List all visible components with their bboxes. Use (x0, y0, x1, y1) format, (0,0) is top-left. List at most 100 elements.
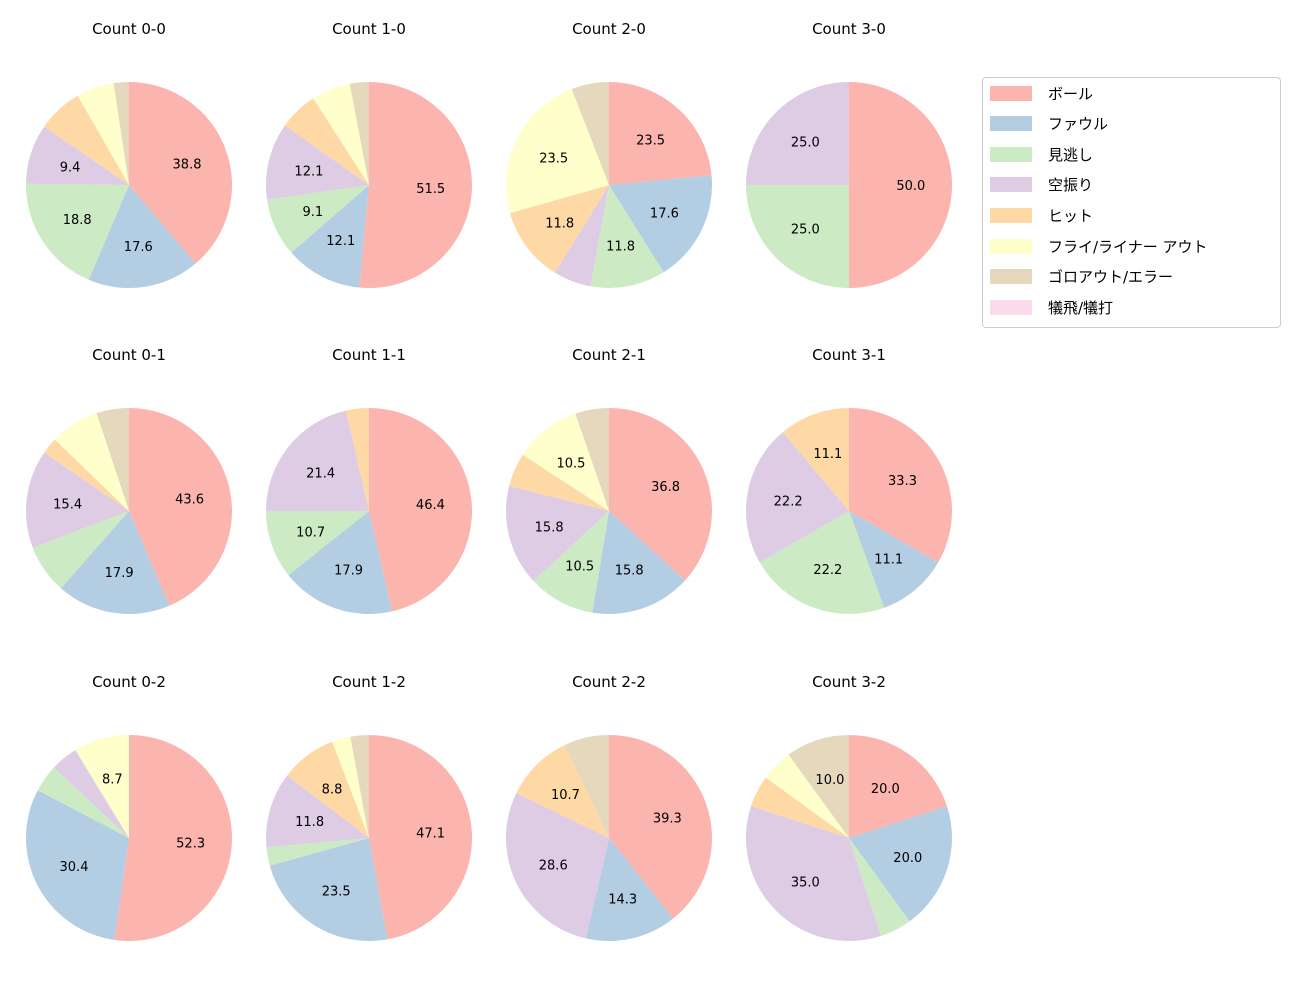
legend-item: 犠飛/犠打 (990, 297, 1113, 317)
pie-slice (265, 775, 369, 848)
slice-label: 23.5 (636, 133, 665, 148)
pie-slice (269, 838, 388, 942)
pie-slice (129, 408, 232, 606)
pie-slice (746, 82, 849, 185)
slice-label: 15.4 (53, 498, 82, 513)
slice-label: 43.6 (175, 493, 204, 508)
pie-slice (849, 838, 910, 936)
pie-title: Count 2-1 (572, 346, 646, 364)
pie-slice (505, 792, 609, 939)
legend-swatch (990, 299, 1032, 315)
slice-label: 20.0 (871, 782, 900, 797)
pie-title: Count 0-1 (92, 346, 166, 364)
pie-title: Count 0-0 (92, 20, 166, 38)
slice-label: 22.2 (774, 494, 803, 509)
pie-slice (571, 82, 609, 185)
pie-slice (554, 185, 609, 287)
pie-slice (32, 511, 130, 589)
slice-label: 11.8 (606, 240, 635, 255)
pie-title: Count 3-2 (812, 673, 886, 691)
pie-slice (506, 88, 609, 214)
slice-label: 17.6 (124, 240, 153, 255)
pie-slice (575, 408, 609, 511)
pie-slice (25, 452, 129, 548)
pie-count-1-0: Count 1-051.512.19.112.1 (266, 20, 473, 288)
pie-slice (266, 125, 369, 200)
pie-slice (287, 741, 369, 838)
pie-count-3-2: Count 3-2 20.0 20.0 35.0 10.0 (746, 673, 952, 941)
pie-title: Count 2-0 (572, 20, 646, 38)
slice-label: 28.6 (539, 859, 568, 874)
legend-swatch (990, 85, 1032, 101)
slice-label: 10.5 (565, 559, 594, 574)
pie-title: Count 3-0 (812, 20, 886, 38)
legend-label: 犠飛/犠打 (1048, 298, 1114, 317)
legend-swatch (990, 116, 1032, 132)
pie-slice (313, 83, 369, 185)
pie-title: Count 1-0 (332, 20, 406, 38)
slice-label: 10.5 (556, 456, 585, 471)
pie-slice (77, 83, 129, 185)
slice-label: 25.0 (791, 223, 820, 238)
pie-count-3-0: Count 3-0 50.0 25.0 25.0 (746, 20, 952, 288)
pie-slice (788, 735, 849, 838)
pie-slice (849, 82, 952, 288)
pie-count-0-0: Count 0-0 38.8 17.6 18.8 9.4 (25, 20, 233, 288)
pie-slice (516, 745, 609, 838)
legend-swatch (990, 269, 1032, 285)
slice-label: 17.9 (105, 566, 134, 581)
pie-slice (509, 185, 609, 273)
slice-label: 22.2 (813, 563, 842, 578)
pie-slice (522, 413, 609, 511)
pie-title: Count 0-2 (92, 673, 166, 691)
slice-label: 9.4 (60, 160, 81, 175)
pie-slice (782, 408, 849, 511)
slice-label: 12.1 (294, 165, 323, 180)
pie-slice (533, 511, 609, 613)
slice-label: 21.4 (306, 467, 335, 482)
pie-slice (609, 175, 713, 273)
pie-slice (129, 82, 233, 264)
pie-slice (288, 511, 393, 615)
slice-label: 17.6 (650, 206, 679, 221)
pie-slice (75, 735, 129, 838)
slice-label: 33.3 (888, 474, 917, 489)
pie-count-1-1: Count 1-1 46.4 17.9 10.7 21.4 (266, 346, 473, 615)
pie-slice (585, 838, 674, 941)
legend-item: ファウル (990, 114, 1108, 134)
pie-slice (592, 511, 685, 614)
slice-label: 11.8 (295, 815, 324, 830)
pie-slice (590, 185, 664, 288)
legend-label: 見逃し (1048, 145, 1094, 164)
slice-label: 51.5 (416, 182, 445, 197)
slice-label: 30.4 (60, 860, 89, 875)
legend-item: 空振り (990, 175, 1093, 195)
pie-slice (114, 735, 233, 942)
legend-label: 空振り (1048, 176, 1094, 195)
pie-slice (113, 82, 129, 185)
legend-swatch (990, 238, 1032, 254)
pie-slice (96, 408, 129, 511)
pie-slice (609, 735, 712, 919)
legend-label: フライ/ライナー アウト (1048, 237, 1208, 256)
pie-title: Count 2-2 (572, 673, 646, 691)
slice-label: 11.1 (813, 447, 842, 462)
pie-slice (44, 439, 129, 511)
slice-label: 23.5 (322, 884, 351, 899)
legend-label: ボール (1048, 84, 1094, 103)
legend-item: ヒット (990, 205, 1093, 225)
slice-label: 14.3 (608, 892, 637, 907)
pie-slice (37, 767, 129, 838)
pie-slice (609, 82, 712, 185)
pie-slice (746, 185, 849, 288)
pie-slice (26, 126, 129, 185)
pie-slice (746, 806, 881, 941)
legend-label: ファウル (1048, 115, 1109, 134)
pie-slice (53, 750, 129, 838)
pie-slice (25, 183, 129, 280)
slice-label: 20.0 (893, 851, 922, 866)
pie-slice (849, 735, 947, 838)
pie-slice (369, 735, 473, 940)
pie-count-0-2: Count 0-2 52.3 30.4 8.7 (25, 673, 233, 942)
slice-label: 15.8 (535, 520, 564, 535)
